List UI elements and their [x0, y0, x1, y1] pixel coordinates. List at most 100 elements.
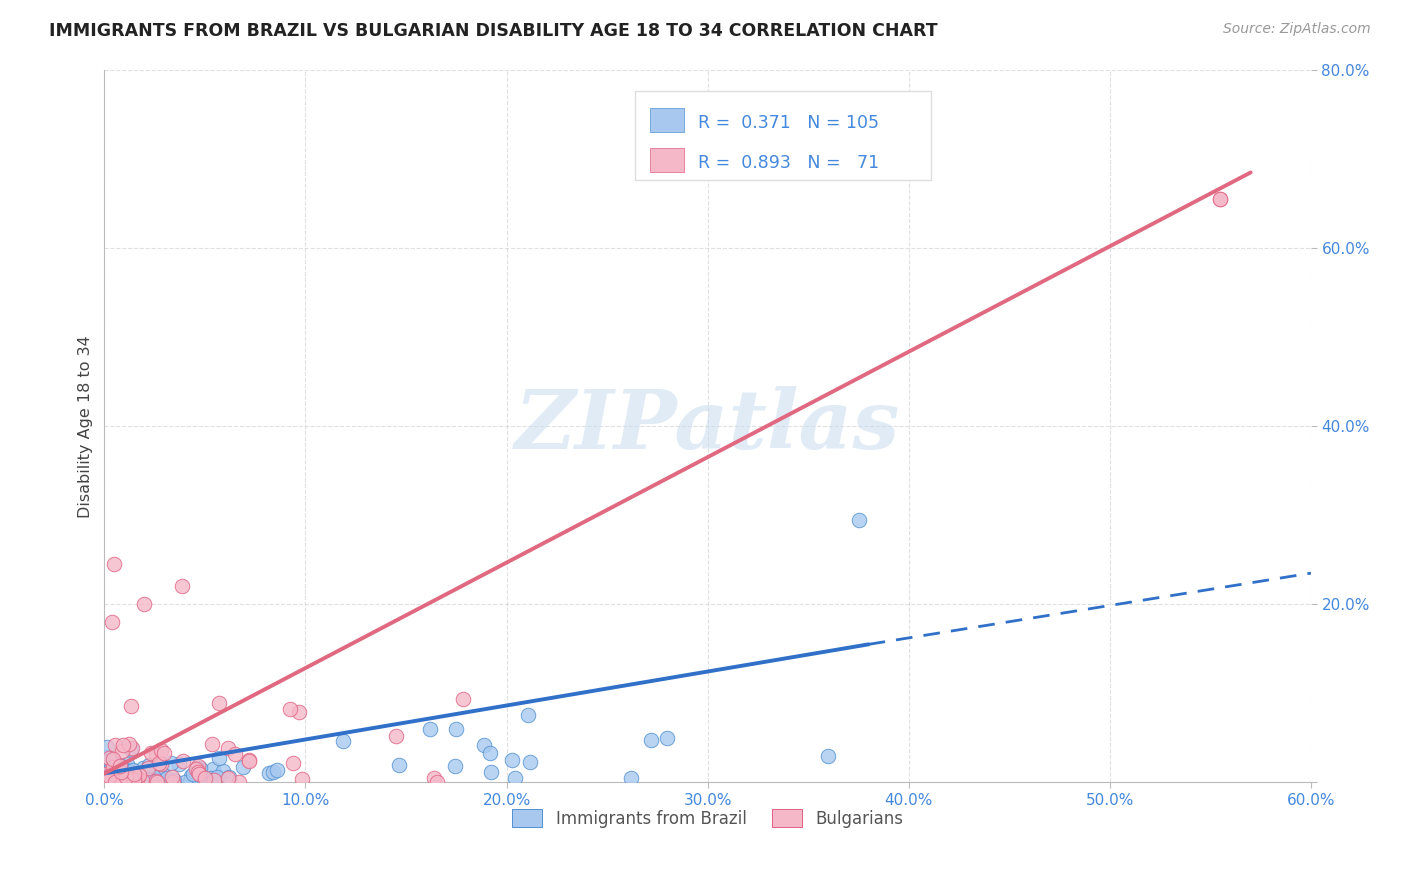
Point: [120, 699, 142, 714]
Point: [259, 765, 281, 780]
Point: [122, 775, 145, 789]
Point: [131, 773, 153, 788]
Point: [121, 772, 143, 787]
Point: [101, 774, 124, 789]
Point: [132, 761, 155, 775]
Text: Source: ZipAtlas.com: Source: ZipAtlas.com: [1223, 22, 1371, 37]
Point: [103, 558, 125, 572]
Point: [121, 763, 143, 777]
Point: [110, 765, 132, 780]
Point: [148, 771, 170, 785]
Point: [115, 775, 138, 789]
Point: [110, 758, 132, 772]
Point: [107, 761, 129, 775]
Point: [118, 737, 141, 751]
Point: [385, 729, 408, 743]
Point: [98, 768, 121, 782]
Point: [444, 759, 467, 773]
Point: [139, 772, 162, 787]
Point: [103, 761, 125, 775]
Point: [98, 751, 121, 765]
Point: [122, 763, 145, 777]
Point: [419, 723, 441, 737]
FancyBboxPatch shape: [650, 108, 683, 132]
Point: [136, 761, 159, 775]
Point: [426, 774, 449, 789]
Point: [162, 774, 184, 789]
Point: [124, 767, 146, 781]
Point: [112, 739, 135, 753]
Point: [96, 773, 118, 788]
Point: [156, 771, 179, 785]
Point: [97, 774, 120, 789]
Point: [125, 772, 148, 787]
Point: [108, 774, 131, 789]
Point: [146, 765, 169, 780]
Point: [186, 761, 208, 775]
Point: [143, 772, 166, 787]
Point: [110, 775, 132, 789]
Point: [657, 731, 679, 745]
Point: [100, 761, 122, 775]
Point: [478, 747, 501, 761]
Point: [112, 767, 135, 781]
Point: [217, 771, 239, 785]
Point: [479, 764, 502, 779]
Point: [105, 773, 128, 788]
FancyBboxPatch shape: [650, 148, 683, 172]
Point: [100, 775, 122, 789]
Point: [96, 771, 118, 785]
Point: [388, 758, 411, 772]
Point: [118, 775, 141, 789]
Point: [94, 768, 117, 782]
Point: [121, 771, 143, 785]
Text: R =  0.893   N =   71: R = 0.893 N = 71: [697, 154, 879, 172]
Point: [150, 743, 173, 757]
Point: [200, 771, 222, 785]
Point: [1209, 192, 1232, 206]
Point: [180, 768, 202, 782]
Point: [115, 774, 138, 789]
Point: [112, 774, 135, 789]
Point: [1209, 192, 1232, 206]
Point: [127, 770, 149, 784]
Point: [97, 775, 120, 789]
Point: [139, 772, 162, 786]
Point: [423, 771, 446, 785]
Point: [211, 764, 233, 779]
Point: [103, 758, 125, 772]
Point: [114, 771, 136, 785]
Point: [120, 742, 142, 756]
Point: [124, 772, 146, 787]
Point: [188, 761, 211, 775]
Point: [111, 759, 134, 773]
Point: [148, 756, 170, 771]
Point: [138, 758, 160, 772]
Point: [146, 775, 169, 789]
Point: [115, 775, 138, 789]
Point: [100, 615, 122, 629]
Point: [501, 753, 523, 767]
Point: [145, 747, 167, 761]
Point: [153, 746, 176, 760]
Point: [125, 772, 148, 786]
Point: [190, 773, 212, 788]
Point: [188, 766, 211, 780]
Point: [103, 751, 125, 765]
Point: [120, 772, 142, 786]
Point: [201, 762, 224, 776]
Legend: Immigrants from Brazil, Bulgarians: Immigrants from Brazil, Bulgarians: [506, 803, 910, 835]
Point: [101, 765, 124, 780]
Point: [451, 692, 474, 706]
Point: [108, 774, 131, 789]
Point: [160, 770, 183, 784]
Point: [208, 751, 231, 765]
Point: [266, 763, 288, 777]
Point: [132, 597, 155, 611]
Point: [93, 756, 115, 770]
Point: [105, 774, 128, 789]
Point: [620, 771, 643, 785]
Point: [111, 744, 134, 758]
Point: [231, 760, 253, 774]
Point: [150, 756, 173, 771]
